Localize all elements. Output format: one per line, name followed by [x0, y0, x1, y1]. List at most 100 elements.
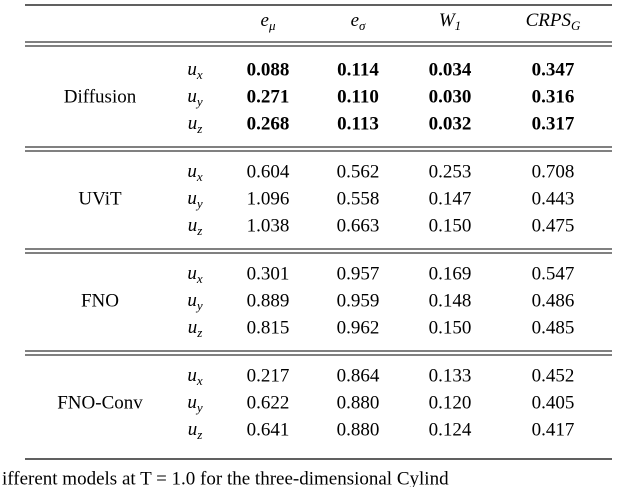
- subscript: 1: [455, 18, 462, 33]
- cell: 0.217: [247, 365, 290, 386]
- component: uz: [188, 113, 203, 136]
- component: ux: [187, 59, 203, 82]
- cell: 0.150: [429, 317, 472, 338]
- cell: 0.889: [247, 290, 290, 311]
- component: uy: [187, 290, 203, 313]
- cell: 0.641: [247, 419, 290, 440]
- cell: 0.034: [429, 59, 472, 80]
- cell: 0.150: [429, 215, 472, 236]
- cell: 0.133: [429, 365, 472, 386]
- component: uz: [188, 419, 203, 442]
- subscript: x: [196, 169, 203, 184]
- component: uz: [188, 317, 203, 340]
- cell: 0.110: [337, 86, 379, 107]
- cell: 0.253: [429, 161, 472, 182]
- symbol: u: [187, 86, 197, 107]
- cell: 0.271: [247, 86, 290, 107]
- cell: 0.604: [247, 161, 290, 182]
- component: ux: [187, 365, 203, 388]
- cell: 0.562: [337, 161, 380, 182]
- symbol: u: [187, 161, 197, 182]
- subscript: z: [196, 427, 202, 442]
- cell: 1.038: [247, 215, 290, 236]
- subscript: y: [195, 196, 203, 211]
- symbol: u: [188, 215, 198, 236]
- cell: 0.485: [532, 317, 575, 338]
- cell: 0.147: [429, 188, 472, 209]
- component: uy: [187, 86, 203, 109]
- subscript: z: [196, 121, 202, 136]
- cell: 0.417: [532, 419, 575, 440]
- cell: 0.124: [429, 419, 472, 440]
- cell: 0.032: [429, 113, 472, 134]
- cell: 0.114: [337, 59, 379, 80]
- subscript: x: [196, 373, 203, 388]
- subscript: G: [571, 18, 581, 33]
- model-name: FNO-Conv: [57, 392, 143, 413]
- cell: 0.815: [247, 317, 290, 338]
- cell: 0.475: [532, 215, 575, 236]
- subscript: σ: [359, 18, 366, 33]
- cell: 0.708: [532, 161, 575, 182]
- cell: 0.301: [247, 263, 290, 284]
- subscript: μ: [268, 18, 276, 33]
- cell: 0.962: [337, 317, 380, 338]
- cell: 0.317: [532, 113, 575, 134]
- subscript: x: [196, 67, 203, 82]
- cell: 0.663: [337, 215, 380, 236]
- cell: 0.148: [429, 290, 472, 311]
- column-header: eμ: [261, 10, 276, 33]
- component: uz: [188, 215, 203, 238]
- subscript: y: [195, 94, 203, 109]
- symbol: u: [187, 263, 197, 284]
- symbol: u: [188, 419, 198, 440]
- symbol: u: [188, 113, 198, 134]
- cell: 0.405: [532, 392, 575, 413]
- cell: 0.547: [532, 263, 575, 284]
- symbol: W: [439, 10, 457, 31]
- caption: ifferent models at T = 1.0 for the three…: [2, 468, 449, 487]
- cell: 0.113: [337, 113, 379, 134]
- cell: 0.268: [247, 113, 290, 134]
- cell: 0.622: [247, 392, 290, 413]
- cell: 0.880: [337, 419, 380, 440]
- model-name: FNO: [81, 290, 119, 311]
- cell: 0.316: [532, 86, 575, 107]
- component: uy: [187, 188, 203, 211]
- subscript: z: [196, 223, 202, 238]
- subscript: z: [196, 325, 202, 340]
- symbol: u: [187, 365, 197, 386]
- cell: 0.558: [337, 188, 380, 209]
- model-name: UViT: [78, 188, 122, 209]
- cell: 0.120: [429, 392, 472, 413]
- component: ux: [187, 263, 203, 286]
- column-header: W1: [439, 10, 461, 33]
- cell: 0.169: [429, 263, 472, 284]
- symbol: u: [187, 59, 197, 80]
- cell: 0.959: [337, 290, 380, 311]
- symbol: e: [351, 10, 359, 31]
- cell: 0.443: [532, 188, 575, 209]
- symbol: u: [187, 392, 197, 413]
- subscript: y: [195, 298, 203, 313]
- cell: 0.452: [532, 365, 575, 386]
- cell: 0.088: [247, 59, 290, 80]
- symbol: u: [188, 317, 198, 338]
- symbol: CRPS: [526, 10, 572, 31]
- subscript: y: [195, 400, 203, 415]
- cell: 0.957: [337, 263, 380, 284]
- cell: 0.880: [337, 392, 380, 413]
- cell: 0.030: [429, 86, 472, 107]
- subscript: x: [196, 271, 203, 286]
- symbol: u: [187, 188, 197, 209]
- component: uy: [187, 392, 203, 415]
- cell: 0.864: [337, 365, 380, 386]
- model-name: Diffusion: [64, 86, 137, 107]
- cell: 0.347: [532, 59, 575, 80]
- symbol: u: [187, 290, 197, 311]
- component: ux: [187, 161, 203, 184]
- symbol: e: [261, 10, 269, 31]
- column-header: eσ: [351, 10, 366, 33]
